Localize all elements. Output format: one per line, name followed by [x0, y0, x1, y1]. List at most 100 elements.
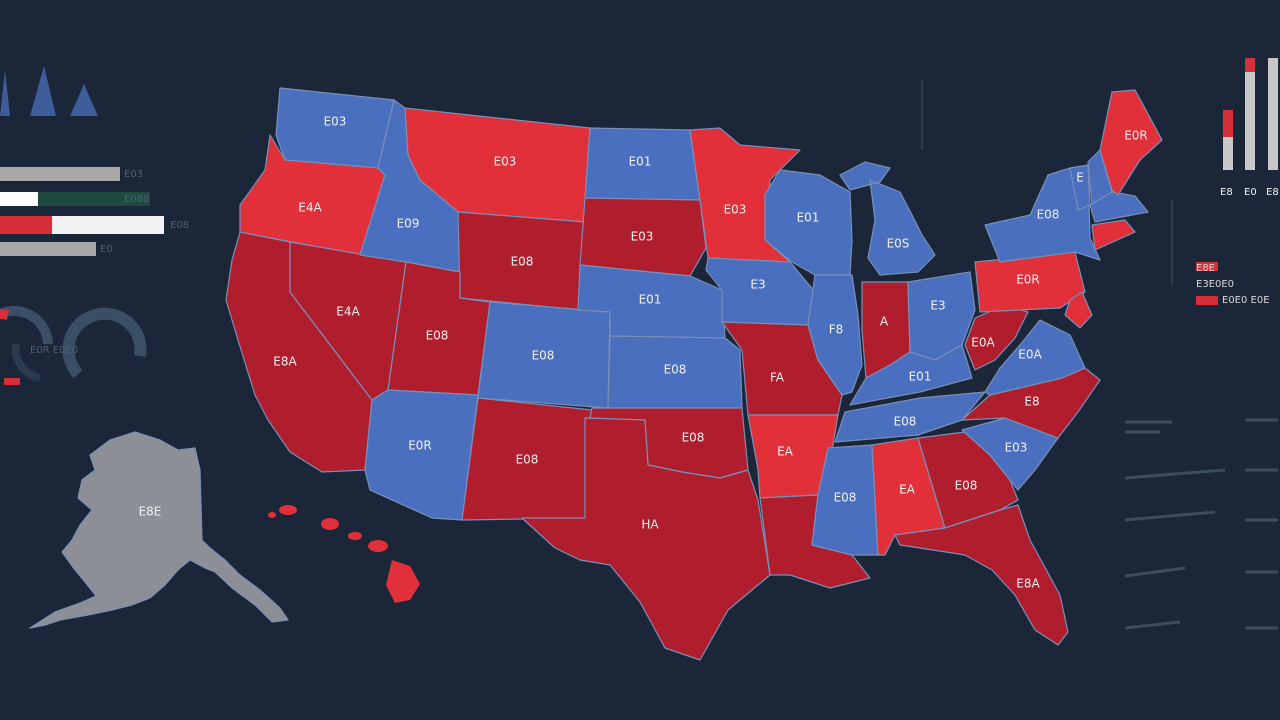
bar-fill	[0, 216, 52, 234]
state-label-ms: E08	[834, 491, 857, 505]
state-label-wv: E0A	[971, 336, 995, 350]
bar-label: E088	[124, 194, 149, 205]
state-oh[interactable]	[907, 271, 976, 361]
left-bar-row: E03	[0, 167, 143, 181]
bar-track	[1223, 110, 1233, 170]
triangle-icon	[30, 66, 56, 116]
state-label-mo: FA	[770, 371, 785, 385]
state-label-ne: E01	[639, 293, 662, 307]
state-label-sd: E03	[631, 230, 654, 244]
state-hi[interactable]	[321, 518, 339, 530]
state-label-tx: HA	[641, 518, 659, 532]
state-fl[interactable]	[894, 504, 1069, 646]
legend-label: E8E	[1196, 263, 1215, 274]
state-label-ak: E8E	[139, 505, 162, 519]
state-label-mn: E03	[724, 203, 747, 217]
state-label-in: A	[880, 315, 889, 329]
alaska[interactable]: E8E	[29, 431, 289, 629]
state-tx[interactable]	[521, 417, 771, 661]
bar-label: E08	[170, 220, 189, 231]
hawaii[interactable]	[268, 505, 420, 603]
bar-fill	[0, 192, 38, 206]
state-ks[interactable]	[607, 335, 743, 409]
contiguous-states[interactable]: E03 E4A E8A E4A E09 E03 E08 E08 E0R E08 …	[225, 87, 1163, 661]
left-bar-row: E0	[0, 242, 113, 256]
triangle-icon	[70, 84, 98, 116]
state-label-il: F8	[829, 323, 844, 337]
state-label-co: E08	[532, 349, 555, 363]
bar-track	[0, 167, 120, 181]
state-me[interactable]	[1099, 89, 1163, 196]
state-label-mt: E03	[494, 155, 517, 169]
state-label-tn: E08	[894, 415, 917, 429]
bar-label: E0	[1244, 187, 1257, 198]
gauge: E0R E0E0	[0, 305, 147, 385]
state-mi[interactable]	[839, 161, 936, 276]
state-label-pa: E0R	[1016, 273, 1040, 287]
state-il[interactable]	[807, 274, 863, 396]
vertical-bar: E0	[1244, 58, 1257, 198]
bar-label: E8	[1220, 187, 1233, 198]
state-label-ar: EA	[777, 445, 794, 459]
state-ak[interactable]	[29, 431, 289, 629]
state-label-ca: E8A	[273, 355, 297, 369]
left-bar-row: E08	[0, 216, 189, 234]
state-hi[interactable]	[348, 532, 362, 540]
vertical-bar: E8	[1266, 58, 1279, 198]
state-label-vt: E	[1076, 171, 1084, 185]
state-ma[interactable]	[1089, 191, 1149, 223]
state-ct[interactable]	[1091, 219, 1136, 251]
legend-label: E3E0E0	[1196, 279, 1234, 290]
legend-swatch	[1196, 262, 1218, 271]
left-bar-row: E088	[0, 192, 150, 206]
state-label-ut: E08	[426, 329, 449, 343]
state-label-al: EA	[899, 483, 916, 497]
state-label-ky: E01	[909, 370, 932, 384]
bar-label: E0	[100, 244, 113, 255]
state-label-oh: E3	[930, 299, 945, 313]
bar-fill	[1223, 110, 1233, 137]
bar-label: E03	[124, 169, 143, 180]
state-label-nv: E4A	[336, 305, 360, 319]
state-ky[interactable]	[849, 344, 973, 406]
state-label-wa: E03	[324, 115, 347, 129]
state-label-id: E09	[397, 217, 420, 231]
bar-track	[1245, 58, 1255, 170]
vertical-bar: E8	[1220, 110, 1233, 198]
state-sd[interactable]	[579, 197, 707, 277]
state-wv[interactable]	[964, 304, 1029, 371]
gauge-label: E0R E0E0	[30, 345, 78, 356]
state-label-nc: E8	[1024, 395, 1039, 409]
state-label-or: E4A	[298, 201, 322, 215]
state-label-ks: E08	[664, 363, 687, 377]
state-label-az: E0R	[408, 439, 432, 453]
state-az[interactable]	[364, 389, 479, 521]
state-hi[interactable]	[279, 505, 297, 515]
state-label-wi: E01	[797, 211, 820, 225]
state-nj[interactable]	[1064, 291, 1093, 329]
triangle-icon	[0, 70, 10, 116]
right-legend: E8E E3E0E0 E0E0 E0E	[1196, 262, 1270, 306]
state-hi[interactable]	[368, 540, 388, 552]
state-label-sc: E03	[1005, 441, 1028, 455]
state-hi[interactable]	[386, 560, 420, 603]
state-label-ok: E08	[682, 431, 705, 445]
state-wi[interactable]	[764, 169, 853, 276]
state-label-nm: E08	[516, 453, 539, 467]
bar-track	[0, 242, 96, 256]
state-label-va: E0A	[1018, 348, 1042, 362]
state-label-wy: E08	[511, 255, 534, 269]
state-label-ny: E08	[1037, 208, 1060, 222]
state-label-ga: E08	[955, 479, 978, 493]
bar-track	[1268, 58, 1278, 170]
left-panel: E03 E088 E08 E0 E0R E0E0	[0, 66, 189, 385]
state-label-nd: E01	[629, 155, 652, 169]
state-label-ia: E3	[750, 278, 765, 292]
state-va[interactable]	[984, 319, 1086, 396]
faint-rows	[1124, 418, 1278, 630]
state-hi[interactable]	[268, 512, 276, 518]
state-label-mi: E0S	[887, 237, 910, 251]
state-ia[interactable]	[705, 257, 816, 326]
legend-label: E0E0 E0E	[1222, 295, 1270, 306]
